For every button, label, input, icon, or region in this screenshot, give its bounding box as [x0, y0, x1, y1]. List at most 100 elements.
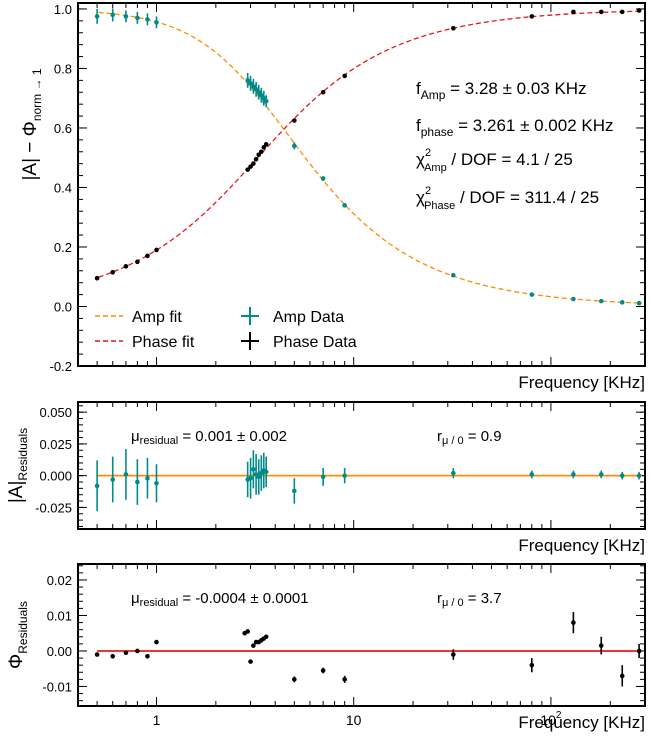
- data-point: [110, 12, 116, 18]
- data-point: [451, 25, 456, 31]
- data-point: [251, 467, 256, 472]
- residual-annotation: μresidual = -0.0004 ± 0.0001: [131, 590, 309, 609]
- data-point: [94, 483, 100, 489]
- data-point: [123, 472, 129, 477]
- fit-annotation: fphase = 3.261 ± 0.002 KHz: [416, 116, 614, 139]
- plot-frame: [77, 401, 646, 530]
- y-tick-label: -0.025: [35, 500, 72, 515]
- data-point: [292, 488, 297, 494]
- data-point: [451, 652, 456, 657]
- data-point: [251, 643, 256, 648]
- data-point: [145, 654, 150, 659]
- data-point: [342, 677, 347, 682]
- data-point: [154, 20, 159, 25]
- data-point: [636, 648, 642, 654]
- data-point: [342, 473, 347, 478]
- data-point: [451, 470, 456, 476]
- x-axis-label: Frequency [KHz]: [518, 373, 645, 392]
- data-point: [253, 86, 259, 92]
- legend-label: Phase fit: [132, 334, 195, 351]
- data-point: [253, 156, 259, 162]
- data-point: [636, 473, 642, 478]
- x-tick-label: 102: [540, 710, 562, 728]
- data-point: [598, 472, 604, 477]
- data-point: [529, 14, 535, 19]
- data-point: [256, 152, 262, 158]
- data-point: [292, 143, 297, 149]
- series-phase-residuals: [94, 611, 642, 687]
- data-point: [145, 475, 150, 481]
- data-point: [292, 677, 297, 682]
- y-tick-label: 1.0: [54, 2, 72, 17]
- legend-label: Amp fit: [132, 309, 182, 326]
- y-axis-label: |A|Residuals: [6, 428, 30, 503]
- data-point: [529, 472, 535, 477]
- data-point: [571, 620, 576, 625]
- data-point: [123, 264, 129, 269]
- data-point: [263, 142, 269, 147]
- data-point: [154, 247, 159, 253]
- data-point: [342, 203, 347, 208]
- legend-item: Amp fit: [95, 309, 182, 326]
- fit-annotation: χ2 Amp / DOF = 4.1 / 25: [416, 147, 573, 174]
- y-tick-label: 0.025: [39, 437, 72, 452]
- data-point: [245, 629, 250, 634]
- data-point: [263, 98, 269, 104]
- data-point: [110, 477, 116, 482]
- plot-frame: [77, 2, 646, 367]
- data-point: [636, 300, 642, 306]
- legend-label: Phase Data: [273, 334, 357, 351]
- legend-item: Phase Data: [241, 332, 357, 351]
- legend-label: Amp Data: [273, 309, 344, 326]
- data-point: [619, 9, 625, 15]
- data-point: [248, 164, 253, 169]
- data-point: [256, 89, 262, 95]
- y-tick-label: 0.00: [47, 644, 72, 659]
- y-axis-label: |A| − Φnorm → 1: [20, 68, 44, 180]
- data-point: [251, 84, 256, 89]
- data-point: [619, 300, 625, 305]
- data-point: [263, 469, 269, 475]
- legend: Amp fit Phase fit Amp Data Phase Data: [95, 307, 357, 351]
- y-tick-label: -0.2: [50, 359, 72, 374]
- data-point: [598, 643, 604, 648]
- residual-annotation: rμ / 0 = 3.7: [437, 590, 502, 609]
- y-tick-label: 0.8: [54, 61, 72, 76]
- data-point: [94, 652, 100, 657]
- y-axis-label: ΦResiduals: [6, 601, 30, 669]
- panel-1-axes: -0.025 0.000 0.025 0.050 Frequency [KHz]: [35, 401, 646, 555]
- x-tick-label: 1: [153, 712, 161, 728]
- y-tick-label: 0.000: [39, 469, 72, 484]
- data-point: [263, 634, 269, 640]
- data-point: [571, 472, 576, 477]
- data-point: [110, 269, 116, 275]
- data-point: [619, 673, 625, 679]
- data-point: [529, 292, 535, 297]
- legend-item: Amp Data: [241, 307, 344, 326]
- data-point: [245, 167, 250, 172]
- residual-annotation: rμ / 0 = 0.9: [437, 428, 502, 447]
- x-axis-label: Frequency [KHz]: [518, 713, 645, 732]
- x-tick-label: 10: [346, 712, 362, 728]
- plot-frame: [77, 563, 646, 707]
- data-point: [135, 15, 140, 21]
- data-point: [342, 73, 347, 79]
- data-point: [94, 275, 100, 281]
- data-point: [94, 14, 100, 19]
- data-point: [598, 298, 604, 304]
- amp-fit-line: [98, 11, 643, 304]
- data-point: [619, 473, 625, 478]
- data-point: [598, 9, 604, 15]
- data-point: [135, 648, 140, 654]
- data-point: [256, 474, 262, 480]
- y-tick-label: 0.050: [39, 405, 72, 420]
- data-point: [248, 659, 253, 664]
- series-amp-residuals: [94, 448, 642, 512]
- panel-2-axes: -0.01 0.00 0.01 0.02 Frequency [KHz]: [42, 563, 646, 732]
- y-tick-label: 0.6: [54, 121, 72, 136]
- series-phase-data: [94, 8, 642, 281]
- data-point: [245, 78, 250, 83]
- y-tick-label: 0.02: [47, 573, 72, 588]
